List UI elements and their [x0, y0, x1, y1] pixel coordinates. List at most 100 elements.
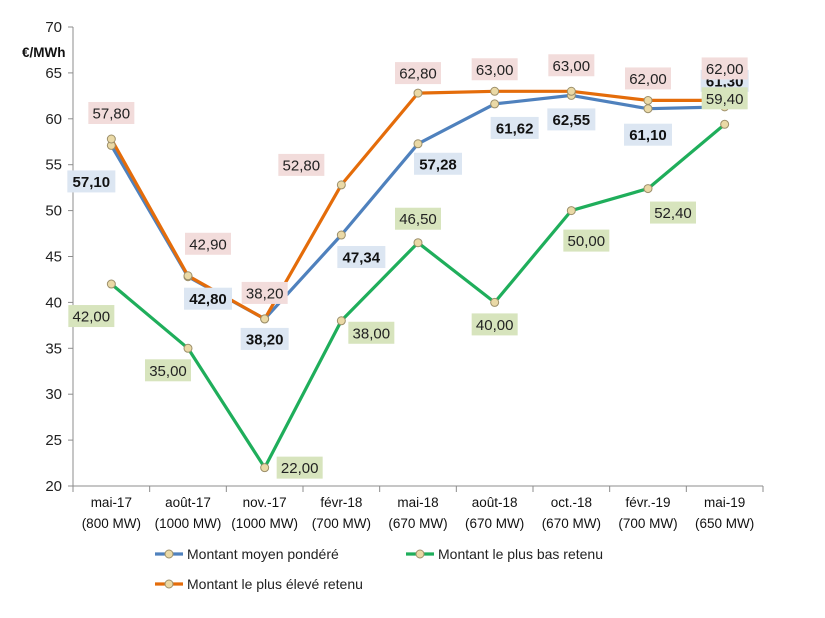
data-label-bg-low: [701, 87, 748, 110]
x-tick-sublabel: (670 MW): [465, 516, 524, 531]
data-label-bg-high: [278, 153, 325, 176]
data-label-high: 62,00: [629, 71, 667, 88]
data-label-high: 63,00: [476, 62, 514, 79]
data-point-weighted: [336, 230, 346, 240]
legend-label-high: Montant le plus élevé retenu: [187, 576, 363, 592]
y-tick-label: 70: [45, 19, 62, 36]
data-point-low: [183, 343, 193, 353]
data-label-bg-low: [276, 456, 323, 479]
data-point-high: [106, 134, 116, 144]
data-label-bg-weighted: [67, 170, 116, 193]
data-label-high: 62,80: [399, 66, 437, 83]
data-label-high: 62,00: [706, 61, 744, 78]
data-label-low: 42,00: [73, 309, 111, 326]
data-label-low: 59,40: [706, 91, 744, 108]
data-label-bg-weighted: [337, 246, 386, 269]
legend-marker-low: [415, 549, 425, 559]
x-tick-label: mai-19: [704, 495, 745, 510]
x-tick-sublabel: (670 MW): [542, 516, 601, 531]
data-label-weighted: 57,10: [73, 174, 111, 191]
data-point-low: [413, 238, 423, 248]
data-label-low: 40,00: [476, 317, 514, 334]
y-tick-label: 45: [45, 249, 62, 266]
data-label-bg-low: [563, 229, 610, 252]
x-tick-label: oct.-18: [551, 495, 592, 510]
x-tick-label: août-17: [165, 495, 211, 510]
x-tick-sublabel: (800 MW): [82, 516, 141, 531]
x-tick-sublabel: (670 MW): [388, 516, 447, 531]
data-point-weighted: [490, 99, 500, 109]
data-label-high: 42,90: [189, 236, 227, 253]
x-tick-label: nov.-17: [243, 495, 287, 510]
data-point-low: [260, 463, 270, 473]
data-point-high: [260, 314, 270, 324]
data-point-low: [566, 206, 576, 216]
x-tick-sublabel: (700 MW): [312, 516, 371, 531]
y-tick-label: 30: [45, 386, 62, 403]
data-label-bg-weighted: [184, 287, 232, 310]
data-label-high: 38,20: [246, 285, 284, 302]
data-point-weighted: [413, 139, 423, 149]
data-label-low: 38,00: [353, 325, 391, 342]
data-label-bg-high: [185, 232, 231, 255]
data-label-bg-high: [471, 58, 518, 81]
data-point-low: [720, 119, 730, 129]
legend-marker-weighted: [164, 549, 174, 559]
data-label-low: 46,50: [399, 211, 437, 228]
data-label-weighted: 38,20: [246, 331, 284, 348]
data-label-weighted: 61,62: [496, 120, 534, 137]
data-point-low: [643, 184, 653, 194]
x-tick-sublabel: (700 MW): [618, 516, 677, 531]
data-point-weighted: [643, 104, 653, 114]
legend-marker-high: [164, 579, 174, 589]
y-tick-label: 25: [45, 432, 62, 449]
data-point-low: [490, 297, 500, 307]
y-tick-label: 40: [45, 294, 62, 311]
y-tick-label: 55: [45, 157, 62, 174]
data-point-low: [106, 279, 116, 289]
data-label-bg-high: [625, 67, 671, 90]
y-tick-label: 20: [45, 478, 62, 495]
data-label-weighted: 47,34: [343, 250, 381, 267]
data-label-low: 50,00: [568, 233, 606, 250]
x-tick-label: mai-17: [91, 495, 132, 510]
data-label-weighted: 61,10: [629, 127, 667, 144]
data-label-bg-weighted: [414, 152, 462, 175]
data-label-weighted: 62,55: [553, 112, 591, 129]
data-point-high: [643, 95, 653, 105]
data-label-bg-low: [145, 359, 191, 382]
data-label-bg-weighted: [547, 108, 596, 131]
y-tick-label: 65: [45, 65, 62, 82]
x-tick-sublabel: (1000 MW): [231, 516, 298, 531]
data-label-high: 52,80: [283, 157, 321, 174]
data-point-high: [336, 180, 346, 190]
legend: Montant moyen pondéré Montant le plus bas…: [155, 546, 603, 592]
data-label-bg-high: [548, 54, 595, 77]
data-label-weighted: 42,80: [189, 291, 227, 308]
y-axis-label: €/MWh: [22, 45, 66, 60]
legend-label-low: Montant le plus bas retenu: [438, 546, 603, 562]
data-label-bg-high: [701, 57, 748, 80]
x-tick-sublabel: (1000 MW): [155, 516, 222, 531]
data-label-bg-low: [650, 201, 696, 224]
y-tick-label: 60: [45, 111, 62, 128]
x-tick-sublabel: (650 MW): [695, 516, 754, 531]
data-point-high: [566, 86, 576, 96]
y-tick-label: 35: [45, 340, 62, 357]
data-label-bg-weighted: [624, 123, 672, 146]
data-label-bg-high: [241, 281, 288, 304]
data-label-bg-weighted: [240, 327, 289, 350]
data-label-low: 52,40: [654, 205, 692, 222]
data-point-high: [490, 86, 500, 96]
data-label-high: 57,80: [93, 105, 131, 122]
data-label-bg-weighted: [490, 116, 539, 139]
data-point-low: [336, 316, 346, 326]
data-label-bg-high: [395, 62, 441, 85]
data-label-bg-low: [471, 313, 518, 336]
data-label-low: 35,00: [149, 363, 187, 380]
x-tick-label: août-18: [472, 495, 518, 510]
data-label-weighted: 57,28: [419, 156, 457, 173]
data-label-high: 63,00: [553, 58, 591, 75]
x-tick-label: mai-18: [397, 495, 438, 510]
